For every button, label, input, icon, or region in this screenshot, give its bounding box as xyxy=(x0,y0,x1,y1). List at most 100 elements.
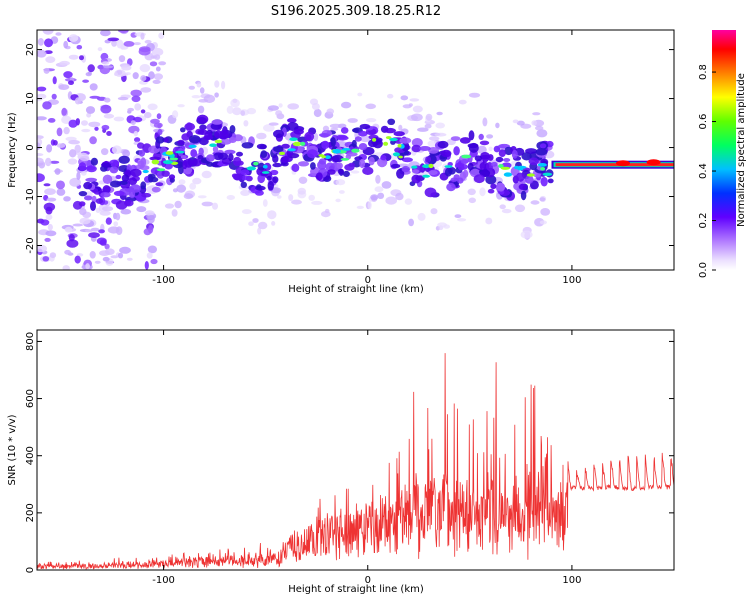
heatmap-cell xyxy=(104,243,110,250)
heatmap-cell xyxy=(258,221,268,230)
heatmap-cell xyxy=(318,158,327,165)
heatmap-cell xyxy=(99,250,110,256)
heatmap-cell xyxy=(417,212,426,221)
heatmap-cell xyxy=(288,194,294,202)
heatmap-cell xyxy=(370,194,379,201)
heatmap-cell xyxy=(486,134,494,139)
heatmap-cell xyxy=(43,67,50,74)
y-tick-label: 0 xyxy=(25,144,36,150)
heatmap-cell xyxy=(493,145,501,153)
heatmap-cell xyxy=(339,190,345,194)
heatmap-cell xyxy=(340,158,350,161)
heatmap-cell xyxy=(132,116,143,123)
heatmap-cell xyxy=(241,175,250,181)
heatmap-cell xyxy=(94,260,101,264)
heatmap-cell xyxy=(156,113,162,120)
colorbar-ticks: 0.0 0.2 0.4 0.6 0.8 xyxy=(698,64,716,278)
heatmap-cell xyxy=(180,127,186,133)
heatmap-cell xyxy=(148,174,154,183)
heatmap-cell xyxy=(336,134,348,140)
heatmap-cell xyxy=(268,122,279,126)
heatmap-cell xyxy=(287,118,297,123)
heatmap-cell xyxy=(540,167,546,171)
heatmap-cell xyxy=(117,96,129,101)
heatmap-cell xyxy=(393,131,405,137)
heatmap-cell xyxy=(478,133,484,140)
heatmap-cell xyxy=(241,209,252,215)
heatmap-cell xyxy=(149,61,158,67)
heatmap-cell xyxy=(42,101,52,110)
heatmap-cell xyxy=(117,30,129,33)
heatmap-cell xyxy=(134,137,141,143)
heatmap-cell xyxy=(153,73,163,80)
heatmap-cell xyxy=(313,133,319,142)
heatmap-cell xyxy=(141,192,152,198)
heatmap-cell xyxy=(387,118,396,126)
heatmap-cell xyxy=(158,61,167,66)
heatmap-cell xyxy=(356,205,364,209)
heatmap-cell xyxy=(273,146,284,153)
heatmap-cell xyxy=(87,64,95,73)
heatmap-cell xyxy=(100,30,111,37)
heatmap-cell xyxy=(307,149,318,159)
heatmap-cell xyxy=(287,148,296,152)
heatmap-cell xyxy=(385,136,392,140)
colorbar-tick-label: 0.6 xyxy=(698,114,709,130)
heatmap-band xyxy=(555,163,674,167)
heatmap-cell xyxy=(198,147,204,156)
heatmap-cell xyxy=(320,133,330,138)
heatmap-cell xyxy=(450,136,461,142)
heatmap-cell xyxy=(116,39,124,49)
heatmap-cell xyxy=(84,195,93,201)
heatmap-cell xyxy=(118,155,130,164)
heatmap-cell xyxy=(168,174,176,180)
heatmap-cell xyxy=(267,180,274,191)
heatmap-cell xyxy=(152,79,161,84)
heatmap-cell xyxy=(396,168,405,179)
heatmap-cell xyxy=(37,153,44,157)
heatmap-cell xyxy=(121,65,132,71)
heatmap-cell xyxy=(354,136,362,142)
heatmap-cell xyxy=(37,142,41,151)
heatmap-cell xyxy=(281,161,289,167)
heatmap-cell xyxy=(107,37,120,42)
heatmap-cell xyxy=(180,155,187,159)
heatmap-cell xyxy=(155,66,161,72)
heatmap-cell xyxy=(119,246,131,254)
heatmap-cell xyxy=(468,92,481,98)
heatmap-cell xyxy=(278,151,285,156)
heatmap-cell xyxy=(402,104,412,109)
heatmap-cell xyxy=(487,154,494,161)
heatmap-cell xyxy=(537,163,547,167)
heatmap-cell xyxy=(539,143,547,149)
heatmap-cell xyxy=(191,158,202,167)
heatmap-cell xyxy=(177,104,185,108)
heatmap-cell xyxy=(37,173,45,183)
heatmap-cell xyxy=(157,123,162,129)
heatmap-cell xyxy=(140,87,152,93)
heatmap-cell xyxy=(89,251,96,259)
heatmap-cell xyxy=(490,183,497,190)
heatmap-cell xyxy=(69,177,81,187)
heatmap-cell xyxy=(146,252,153,259)
heatmap-cell xyxy=(226,105,234,114)
heatmap-cell xyxy=(377,192,385,199)
heatmap-cell xyxy=(114,69,126,77)
heatmap-cell xyxy=(136,206,147,213)
heatmap-cell xyxy=(525,175,534,184)
heatmap-cell xyxy=(401,165,410,173)
heatmap-cell xyxy=(488,146,493,152)
heatmap-cell xyxy=(51,93,57,100)
heatmap-cell xyxy=(398,155,403,159)
heatmap-cell xyxy=(37,116,47,121)
heatmap-cell xyxy=(97,47,103,52)
heatmap-cell xyxy=(516,120,525,126)
heatmap-cell xyxy=(232,107,242,116)
heatmap-cell xyxy=(56,188,66,196)
heatmap-cell xyxy=(89,95,101,99)
heatmap-cell xyxy=(65,136,77,142)
heatmap-cell xyxy=(326,108,335,115)
heatmap-cell xyxy=(253,161,259,166)
heatmap-cell xyxy=(298,176,308,184)
y-tick-label: 10 xyxy=(25,92,36,105)
